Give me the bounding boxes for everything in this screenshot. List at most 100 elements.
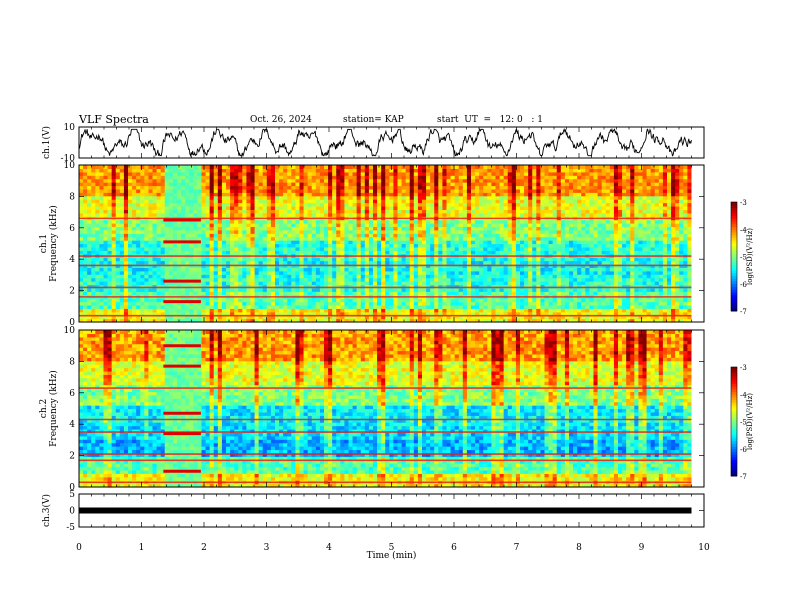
- psd-cell: [422, 281, 427, 286]
- psd-cell: [352, 236, 358, 241]
- psd-cell: [291, 246, 297, 251]
- psd-cell: [234, 188, 239, 193]
- psd-cell: [479, 267, 484, 272]
- psd-cell: [422, 233, 427, 238]
- psd-cell: [279, 318, 284, 323]
- psd-cell: [385, 202, 390, 207]
- psd-cell: [132, 270, 137, 275]
- psd-cell: [446, 301, 452, 306]
- psd-cell: [405, 178, 411, 183]
- psd-cell: [462, 205, 468, 210]
- psd-cell: [319, 185, 325, 190]
- psd-cell: [287, 257, 292, 262]
- psd-cell: [479, 274, 484, 279]
- psd-cell: [205, 287, 211, 292]
- psd-cell: [160, 284, 166, 289]
- psd-cell: [471, 195, 476, 200]
- psd-cell: [79, 165, 84, 170]
- psd-cell: [83, 301, 88, 306]
- psd-cell: [136, 311, 141, 316]
- psd-cell: [136, 277, 141, 282]
- psd-cell: [201, 185, 207, 190]
- psd-cell: [115, 178, 121, 183]
- psd-cell: [99, 308, 105, 313]
- psd-cell: [344, 182, 350, 187]
- psd-cell: [299, 270, 305, 275]
- psd-cell: [426, 223, 431, 228]
- psd-cell: [275, 212, 280, 217]
- psd-cell: [123, 277, 129, 282]
- psd-cell: [156, 250, 162, 255]
- psd-cell: [303, 199, 309, 204]
- psd-cell: [185, 277, 190, 282]
- psd-cell: [458, 260, 464, 265]
- psd-cell: [266, 284, 272, 289]
- psd-cell: [507, 168, 513, 173]
- psd-cell: [209, 287, 215, 292]
- psd-cell: [438, 257, 444, 262]
- psd-cell: [446, 240, 452, 245]
- psd-cell: [397, 304, 403, 309]
- psd-cell: [111, 205, 117, 210]
- psd-cell: [466, 257, 472, 262]
- psd-cell: [340, 212, 346, 217]
- psd-cell: [413, 277, 419, 282]
- psd-cell: [238, 219, 243, 224]
- psd-cell: [103, 267, 109, 272]
- psd-cell: [181, 243, 186, 248]
- psd-cell: [364, 188, 370, 193]
- psd-cell: [275, 171, 280, 176]
- psd-cell: [311, 274, 317, 279]
- psd-cell: [103, 192, 109, 197]
- psd-cell: [430, 315, 435, 320]
- psd-cell: [426, 267, 431, 272]
- psd-cell: [156, 246, 162, 251]
- psd-cell: [144, 212, 150, 217]
- psd-cell: [417, 205, 423, 210]
- psd-cell: [491, 308, 497, 313]
- psd-cell: [115, 243, 121, 248]
- psd-cell: [111, 240, 117, 245]
- psd-cell: [495, 175, 501, 180]
- psd-cell: [230, 178, 235, 183]
- psd-cell: [303, 304, 309, 309]
- psd-cell: [491, 318, 497, 323]
- psd-cell: [487, 250, 493, 255]
- psd-cell: [246, 260, 252, 265]
- psd-cell: [160, 315, 166, 320]
- psd-cell: [79, 182, 84, 187]
- psd-cell: [275, 308, 280, 313]
- psd-cell: [283, 304, 288, 309]
- psd-cell: [417, 318, 423, 323]
- psd-cell: [462, 199, 468, 204]
- psd-cell: [311, 168, 317, 173]
- psd-cell: [430, 281, 435, 286]
- psd-cell: [189, 308, 194, 313]
- psd-cell: [332, 318, 337, 323]
- psd-cell: [87, 260, 92, 265]
- psd-cell: [83, 267, 88, 272]
- psd-cell: [95, 250, 101, 255]
- psd-cell: [172, 250, 178, 255]
- psd-cell: [270, 168, 276, 173]
- psd-cell: [107, 270, 113, 275]
- psd-cell: [262, 240, 268, 245]
- psd-cell: [475, 205, 480, 210]
- psd-cell: [344, 243, 350, 248]
- psd-cell: [344, 178, 350, 183]
- psd-cell: [442, 318, 448, 323]
- psd-cell: [132, 182, 137, 187]
- psd-cell: [177, 274, 182, 279]
- psd-cell: [413, 202, 419, 207]
- psd-cell: [393, 284, 399, 289]
- psd-cell: [348, 274, 354, 279]
- psd-cell: [413, 284, 419, 289]
- psd-cell: [160, 281, 166, 286]
- psd-cell: [213, 281, 219, 286]
- psd-cell: [209, 308, 215, 313]
- psd-cell: [136, 260, 141, 265]
- psd-cell: [83, 175, 88, 180]
- psd-cell: [438, 199, 444, 204]
- psd-cell: [405, 246, 411, 251]
- psd-cell: [238, 240, 243, 245]
